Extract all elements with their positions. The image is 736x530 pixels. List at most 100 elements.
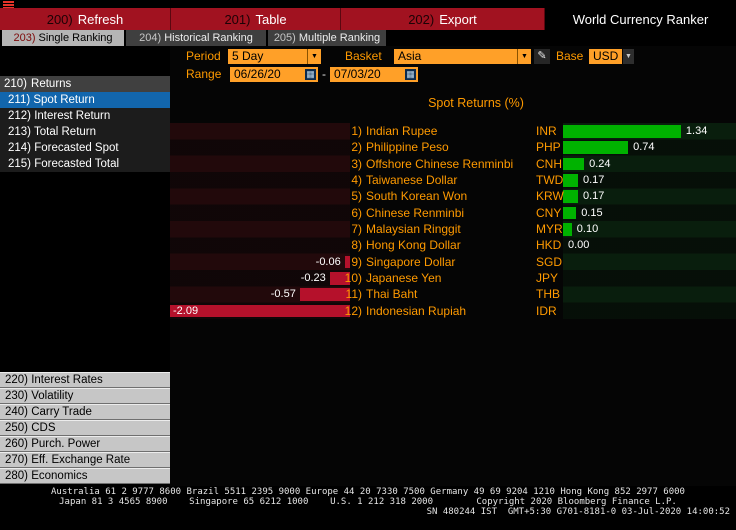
range-end-input[interactable]: 07/03/20 ▦: [330, 67, 418, 82]
range-start-value: 06/26/20: [234, 67, 281, 81]
currency-name: Taiwanese Dollar: [366, 173, 458, 187]
sidebar-item-forecasted-spot[interactable]: 214) Forecasted Spot: [0, 140, 170, 156]
negative-bar: [170, 304, 350, 318]
chart-row-twd[interactable]: 4) Taiwanese Dollar TWD 0.17: [170, 172, 736, 188]
menu-item-label: Table: [255, 11, 287, 27]
value-label: -2.09: [173, 304, 199, 317]
tab-single-ranking[interactable]: 203) Single Ranking: [2, 30, 124, 46]
tab-multiple-ranking[interactable]: 205) Multiple Ranking: [268, 30, 386, 46]
range-start-input[interactable]: 06/26/20 ▦: [230, 67, 318, 82]
base-currency-field[interactable]: USD: [589, 49, 622, 64]
sidebar-item-purch-power[interactable]: 260) Purch. Power: [0, 436, 170, 452]
chart-row-cnh[interactable]: 3) Offshore Chinese Renminbi CNH 0.24: [170, 156, 736, 172]
menu-item-label: Export: [439, 11, 477, 27]
value-label: 0.00: [568, 239, 590, 252]
sidebar-header-label: Returns: [31, 78, 72, 90]
period-label: Period: [186, 49, 221, 63]
tab-label: Single Ranking: [38, 32, 113, 44]
currency-ticker: MYR: [536, 222, 563, 236]
sidebar-item-total-return[interactable]: 213) Total Return: [0, 124, 170, 140]
negative-bar: [344, 255, 350, 269]
negative-zone-background: [170, 123, 350, 319]
row-rank: 7): [351, 222, 362, 236]
period-dropdown[interactable]: 5 Day ▼: [228, 49, 321, 64]
chart-row-cny[interactable]: 6) Chinese Renminbi CNY 0.15: [170, 205, 736, 221]
app-title: World Currency Ranker: [572, 11, 709, 27]
sidebar-item-cds[interactable]: 250) CDS: [0, 420, 170, 436]
sidebar-item-volatility[interactable]: 230) Volatility: [0, 388, 170, 404]
tab-label: Multiple Ranking: [298, 32, 381, 44]
sidebar-item-forecasted-total[interactable]: 215) Forecasted Total: [0, 156, 170, 172]
basket-dropdown[interactable]: Asia ▼: [394, 49, 531, 64]
positive-zone-background: [563, 123, 736, 319]
currency-ticker: THB: [536, 287, 560, 302]
menu-item-number: 201): [224, 11, 251, 27]
value-label: -0.23: [300, 272, 326, 284]
footer-session-info: SN 480244 IST GMT+5:30 G701-8181-0 03-Ju…: [426, 507, 730, 517]
chevron-down-icon[interactable]: ▼: [517, 49, 531, 64]
currency-name: South Korean Won: [366, 189, 468, 204]
toolbar: 200) Refresh 201) Table 202) Export World Cur…: [0, 8, 736, 30]
row-rank: 6): [351, 205, 362, 220]
app-title-box: World Currency Ranker: [545, 8, 736, 30]
edit-pencil-icon[interactable]: ✎: [534, 49, 550, 64]
sidebar-item-economics[interactable]: 280) Economics: [0, 468, 170, 484]
tab-label: Historical Ranking: [164, 32, 253, 44]
sidebar-item-spot-return[interactable]: 211) Spot Return: [0, 92, 170, 108]
chevron-down-icon[interactable]: ▼: [307, 49, 321, 64]
currency-ticker: CNY: [536, 205, 562, 220]
chart-row-myr[interactable]: 7) Malaysian Ringgit MYR 0.10: [170, 221, 736, 237]
chart-row-jpy[interactable]: 10) Japanese Yen JPY -0.23: [170, 270, 736, 286]
currency-ticker: JPY: [536, 271, 559, 285]
value-label: 0.10: [576, 223, 599, 235]
sidebar: 210) Returns 211) Spot Return 212) Interes…: [0, 46, 170, 486]
range-label: Range: [186, 67, 222, 81]
currency-ticker: INR: [536, 124, 557, 138]
row-rank: 8): [351, 238, 362, 253]
sidebar-item-interest-return[interactable]: 212) Interest Return: [0, 108, 170, 124]
currency-ticker: PHP: [536, 140, 561, 155]
base-currency-value: USD: [593, 49, 619, 63]
chart-row-krw[interactable]: 5) South Korean Won KRW 0.17: [170, 188, 736, 204]
currency-name: Japanese Yen: [366, 271, 442, 285]
calendar-icon[interactable]: ▦: [305, 69, 316, 80]
toolbar-menu: 200) Refresh 201) Table 202) Export: [0, 8, 545, 30]
menu-item-export[interactable]: 202) Export: [341, 8, 545, 30]
tab-bar: 203) Single Ranking 204) Historical Ranking…: [0, 30, 736, 46]
value-label: 1.34: [685, 125, 708, 137]
calendar-icon[interactable]: ▦: [405, 69, 416, 80]
period-value: 5 Day: [232, 49, 264, 63]
menu-item-table[interactable]: 201) Table: [171, 8, 341, 30]
range-separator: -: [322, 67, 326, 81]
value-label: 0.17: [582, 174, 605, 186]
chart-row-php[interactable]: 2) Philippine Peso PHP 0.74: [170, 139, 736, 155]
footer-phone-line-1: Australia 61 2 9777 8600 Brazil 5511 239…: [51, 487, 685, 497]
chart-row-hkd[interactable]: 8) Hong Kong Dollar HKD 0.00: [170, 237, 736, 253]
chart-row-inr[interactable]: 1) Indian Rupee INR 1.34: [170, 123, 736, 139]
row-rank: 2): [351, 140, 362, 155]
currency-name: Offshore Chinese Renminbi: [366, 156, 514, 171]
row-rank: 12): [344, 303, 362, 318]
chart-row-idr[interactable]: 12) Indonesian Rupiah IDR -2.09: [170, 303, 736, 319]
currency-name: Malaysian Ringgit: [366, 222, 461, 236]
chart-row-sgd[interactable]: 9) Singapore Dollar SGD -0.06: [170, 254, 736, 270]
chart-row-thb[interactable]: 11) Thai Baht THB -0.57: [170, 286, 736, 302]
menu-item-refresh[interactable]: 200) Refresh: [0, 8, 171, 30]
range-end-value: 07/03/20: [334, 67, 381, 81]
sidebar-item-eff-exchange-rate[interactable]: 270) Eff. Exchange Rate: [0, 452, 170, 468]
tab-historical-ranking[interactable]: 204) Historical Ranking: [126, 30, 266, 46]
currency-name: Thai Baht: [366, 287, 418, 302]
menu-item-number: 200): [46, 11, 73, 27]
top-strip: [0, 0, 736, 9]
row-rank: 11): [345, 287, 362, 302]
sidebar-item-interest-rates[interactable]: 220) Interest Rates: [0, 372, 170, 388]
tab-number: 203): [13, 32, 36, 44]
row-rank: 10): [344, 271, 362, 285]
row-rank: 4): [351, 173, 362, 187]
positive-bar: [563, 157, 585, 171]
base-chevron-down-icon[interactable]: ▼: [623, 49, 634, 64]
sidebar-item-carry-trade[interactable]: 240) Carry Trade: [0, 404, 170, 420]
basket-label: Basket: [345, 49, 382, 63]
menu-item-number: 202): [408, 11, 435, 27]
